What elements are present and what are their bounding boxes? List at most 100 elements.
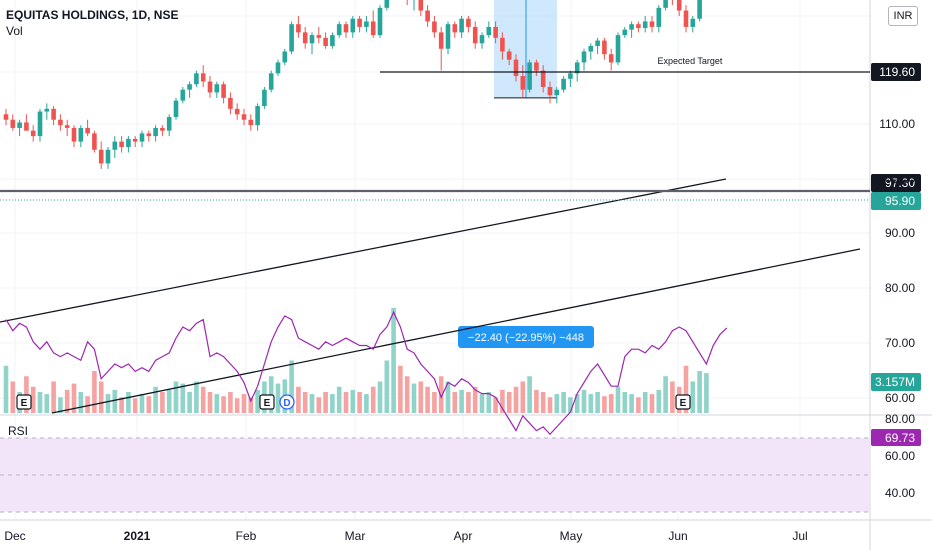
volume-bar bbox=[214, 394, 220, 413]
rsi-value-box bbox=[871, 429, 921, 446]
candle-body bbox=[112, 141, 118, 150]
candle-body bbox=[71, 127, 77, 142]
price-levels[interactable]: Expected Target 119.60 97.30 95.90 3.157M bbox=[0, 56, 921, 391]
candle-body bbox=[24, 122, 29, 131]
target-price-label-box bbox=[871, 63, 921, 81]
candle-body bbox=[262, 89, 267, 107]
candle-body bbox=[30, 130, 36, 137]
candle-body bbox=[615, 35, 621, 63]
chart-header: EQUITAS HOLDINGS, 1D, NSE Vol bbox=[6, 7, 178, 39]
volume-bar bbox=[180, 383, 186, 413]
volume-bar bbox=[547, 397, 553, 413]
candle-body bbox=[194, 73, 199, 85]
volume-bar bbox=[683, 365, 689, 413]
candle-body bbox=[336, 24, 342, 36]
candle-body bbox=[323, 37, 328, 47]
rsi-tick-label: 60.00 bbox=[885, 449, 915, 463]
candle-body bbox=[296, 24, 301, 33]
candle-body bbox=[425, 10, 430, 22]
volume-bar bbox=[377, 381, 383, 413]
volume-bar bbox=[275, 383, 281, 413]
volume-bar bbox=[398, 365, 403, 413]
candle-body bbox=[92, 133, 97, 150]
last-price-label: 95.90 bbox=[885, 194, 915, 208]
volume-bar bbox=[445, 381, 451, 413]
time-tick-label: May bbox=[560, 529, 583, 543]
candle-body bbox=[513, 59, 519, 77]
candle-body bbox=[554, 89, 560, 96]
dividend-marker-letter: D bbox=[283, 398, 290, 409]
volume-bar bbox=[466, 392, 471, 413]
target-annotation: Expected Target bbox=[658, 56, 723, 66]
measure-tool[interactable]: −22.40 (−22.95%) −448 bbox=[458, 0, 594, 348]
volume-bar bbox=[554, 394, 560, 413]
volume-bar bbox=[302, 392, 308, 413]
volume-value-label-box bbox=[871, 373, 921, 391]
volume-bar bbox=[636, 397, 641, 413]
candle-body bbox=[64, 125, 70, 128]
measure-label: −22.40 (−22.95%) −448 bbox=[468, 332, 584, 344]
volume-bar bbox=[357, 392, 362, 413]
candle-body bbox=[581, 51, 587, 63]
volume-bar bbox=[527, 376, 532, 413]
dividend-marker[interactable] bbox=[279, 394, 295, 410]
channel-upper-line[interactable] bbox=[0, 178, 727, 323]
candle-body bbox=[370, 21, 376, 36]
volume-bar bbox=[581, 389, 587, 413]
candle-body bbox=[595, 40, 600, 47]
volume-bar bbox=[105, 394, 111, 413]
volume-bar bbox=[506, 392, 512, 413]
time-tick-label: Jul bbox=[792, 529, 807, 543]
volume-bar bbox=[588, 394, 594, 413]
currency-badge[interactable]: INR bbox=[888, 6, 918, 26]
volume-bar bbox=[200, 386, 206, 413]
rsi-tick-label: 40.00 bbox=[885, 486, 915, 500]
candles bbox=[3, 0, 702, 169]
resistance-price-label-box bbox=[871, 174, 921, 192]
volume-bar bbox=[615, 386, 621, 413]
volume-bar bbox=[153, 386, 158, 413]
volume-bar bbox=[221, 396, 226, 413]
candle-body bbox=[37, 111, 43, 137]
candle-body bbox=[221, 84, 226, 98]
volume-bar bbox=[255, 389, 260, 413]
channel-lower-line[interactable] bbox=[51, 248, 861, 414]
rsi-title: RSI bbox=[8, 424, 28, 438]
candle-body bbox=[350, 18, 356, 33]
volume-bar bbox=[629, 394, 634, 413]
time-tick-label: Mar bbox=[345, 529, 366, 543]
candle-body bbox=[459, 18, 464, 33]
volume-bar bbox=[704, 373, 709, 413]
volume-bar bbox=[493, 397, 498, 413]
time-tick-label: 2021 bbox=[124, 529, 151, 543]
candle-body bbox=[207, 81, 213, 93]
volume-bar bbox=[425, 386, 430, 413]
candle-body bbox=[282, 51, 288, 63]
volume-bar bbox=[173, 381, 179, 413]
candle-body bbox=[547, 86, 553, 96]
volume-bar bbox=[71, 383, 77, 413]
volume-bar bbox=[119, 397, 124, 413]
volume-bar bbox=[194, 381, 199, 413]
volume-bar bbox=[500, 389, 505, 413]
candle-body bbox=[493, 26, 498, 38]
candle-body bbox=[228, 97, 233, 109]
earnings-2-marker[interactable] bbox=[259, 394, 275, 410]
target-price-label: 119.60 bbox=[879, 65, 915, 79]
candle-body bbox=[364, 21, 369, 27]
candle-body bbox=[17, 122, 22, 128]
candle-body bbox=[268, 73, 274, 90]
trendlines[interactable] bbox=[0, 178, 861, 414]
candle-body bbox=[486, 26, 492, 36]
candle-body bbox=[187, 84, 192, 90]
candle-body bbox=[418, 0, 424, 11]
candle-body bbox=[534, 62, 539, 71]
earnings-3-marker[interactable] bbox=[675, 394, 691, 410]
earnings-1-marker[interactable] bbox=[16, 394, 32, 410]
price-tick-label: 110.00 bbox=[879, 117, 915, 131]
volume-bar bbox=[663, 376, 668, 413]
volume-bar bbox=[30, 386, 36, 413]
volume-bar bbox=[44, 394, 50, 413]
